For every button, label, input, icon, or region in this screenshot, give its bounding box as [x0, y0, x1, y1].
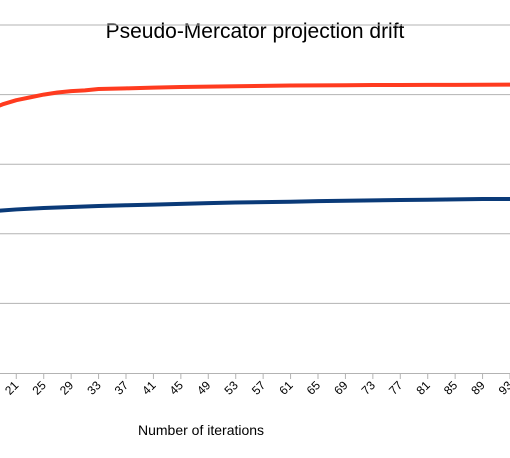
x-tick-label-85: 85 — [441, 378, 461, 398]
series-line-2 — [0, 197, 510, 213]
x-tick-label-53: 53 — [221, 378, 241, 398]
x-tick-label-93: 93 — [496, 378, 510, 398]
x-tick-label-89: 89 — [468, 378, 488, 398]
x-tick-label-41: 41 — [139, 378, 159, 398]
x-tick-label-69: 69 — [331, 378, 351, 398]
x-tick-label-37: 37 — [112, 378, 132, 398]
x-tick-label-65: 65 — [304, 378, 324, 398]
x-tick-label-29: 29 — [57, 378, 77, 398]
x-tick-label-49: 49 — [194, 378, 214, 398]
x-axis-label: Number of iterations — [138, 422, 265, 438]
x-tick-label-77: 77 — [386, 378, 406, 398]
x-tick-label-57: 57 — [249, 378, 269, 398]
series-line-1 — [0, 82, 510, 108]
x-tick-label-61: 61 — [276, 378, 296, 398]
x-tick-label-73: 73 — [359, 378, 379, 398]
x-tick-label-33: 33 — [84, 378, 104, 398]
x-tick-label-25: 25 — [29, 378, 49, 398]
x-tick-label-45: 45 — [167, 378, 187, 398]
x-tick-label-21: 21 — [2, 378, 22, 398]
x-tick-label-81: 81 — [413, 378, 433, 398]
chart-title: Pseudo-Mercator projection drift — [105, 20, 405, 43]
